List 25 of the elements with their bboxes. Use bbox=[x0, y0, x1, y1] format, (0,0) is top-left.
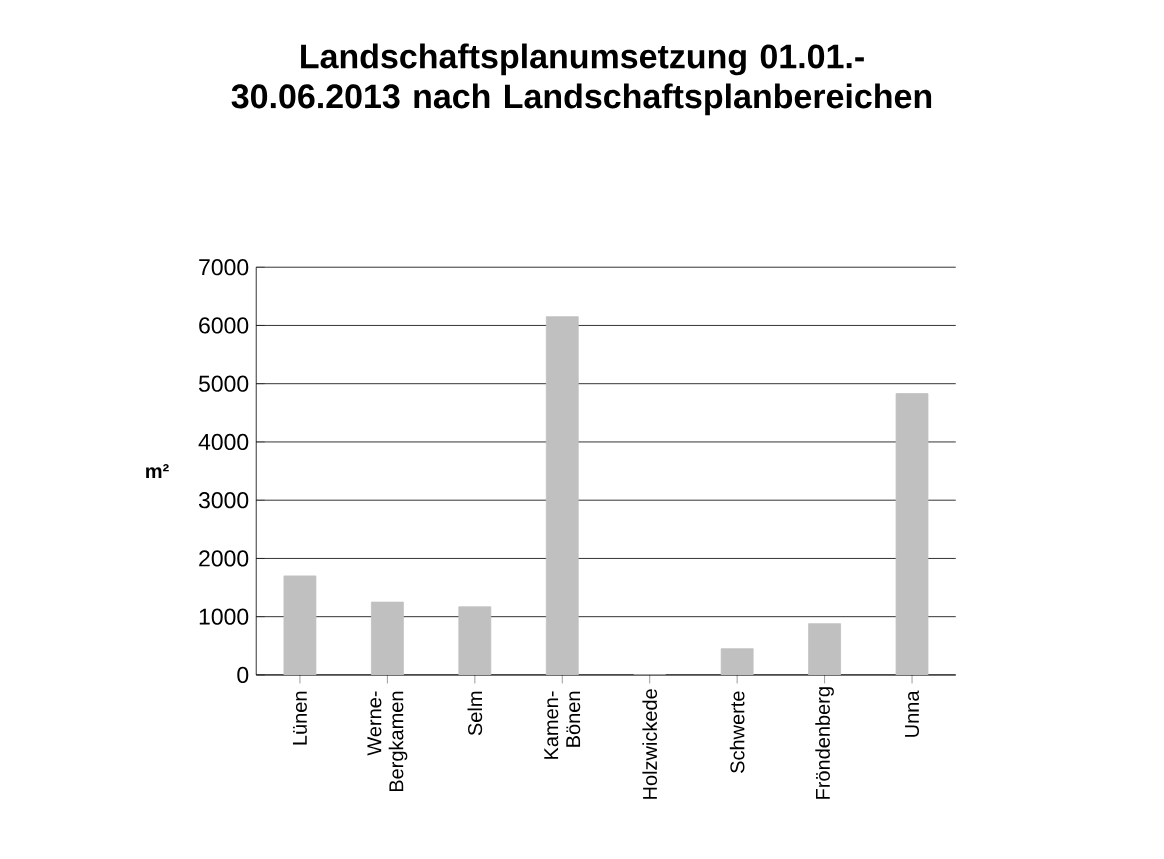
y-axis-title: m² bbox=[146, 464, 169, 478]
bar bbox=[458, 606, 492, 675]
x-tick-label: Kamen-Bönen bbox=[544, 691, 581, 759]
chart-title: Landschaftsplanumsetzung 01.01.-30.06.2013 nach Landschaftsplanbereichen bbox=[231, 43, 932, 116]
x-tick-label: Unna bbox=[905, 690, 919, 737]
y-tick-label: 0 bbox=[237, 666, 249, 683]
x-tick-label: Holzwickede bbox=[642, 689, 658, 799]
y-tick-label: 7000 bbox=[199, 258, 249, 276]
bar bbox=[895, 393, 929, 675]
x-tick-label: Lünen bbox=[292, 691, 307, 745]
bar bbox=[545, 316, 579, 675]
x-tick-label: Fröndenberg bbox=[815, 687, 834, 799]
x-tick-label: Werne-Bergkamen bbox=[367, 691, 408, 791]
y-tick-label: 4000 bbox=[198, 433, 249, 450]
y-tick-label: 2000 bbox=[199, 550, 249, 567]
bar bbox=[283, 575, 317, 675]
y-tick-label: 3000 bbox=[198, 491, 249, 509]
x-tick-label: Selm bbox=[467, 691, 483, 736]
y-tick-label: 6000 bbox=[199, 317, 249, 334]
x-tick-label: Schwerte bbox=[729, 691, 745, 773]
y-tick-label: 5000 bbox=[198, 375, 249, 392]
bar bbox=[371, 601, 404, 675]
bar bbox=[720, 648, 754, 675]
y-tick-label: 1000 bbox=[199, 608, 249, 625]
bar bbox=[808, 623, 841, 675]
